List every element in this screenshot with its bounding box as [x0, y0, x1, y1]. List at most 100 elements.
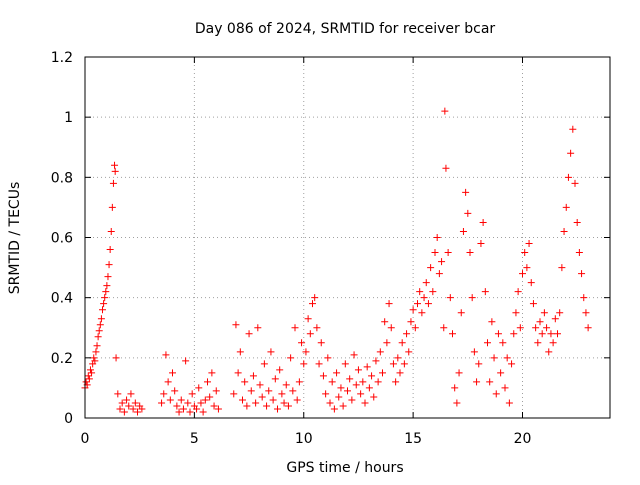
data-point [309, 300, 316, 308]
data-point [291, 324, 299, 332]
data-point [100, 300, 108, 308]
data-point [418, 309, 426, 317]
y-tick-label: 0.4 [51, 291, 73, 307]
data-point [208, 369, 216, 377]
data-point [313, 324, 321, 332]
data-point [335, 393, 343, 401]
data-point [102, 288, 110, 296]
data-point [234, 369, 242, 377]
data-point [549, 339, 557, 347]
data-point [357, 390, 365, 398]
data-point [429, 288, 437, 296]
data-point [276, 366, 284, 374]
data-point [573, 218, 581, 226]
data-point [97, 315, 105, 323]
data-point [333, 369, 341, 377]
data-point [315, 360, 323, 368]
data-point [241, 378, 249, 386]
data-point [214, 405, 222, 413]
data-point [383, 339, 391, 347]
data-point [330, 405, 338, 413]
data-point [400, 360, 408, 368]
data-point [346, 375, 354, 383]
data-point [107, 227, 115, 235]
data-point [158, 399, 166, 407]
data-point [182, 357, 190, 365]
data-point [311, 294, 319, 302]
data-point [405, 348, 413, 356]
data-point [564, 173, 572, 181]
data-point [396, 369, 404, 377]
data-point [162, 351, 170, 359]
data-point [538, 330, 546, 338]
data-point [91, 357, 99, 365]
data-point [166, 396, 174, 404]
data-point [372, 357, 380, 365]
data-point [105, 261, 113, 269]
data-point [416, 288, 424, 296]
data-point [101, 294, 109, 302]
data-point [108, 203, 116, 211]
data-point [232, 321, 240, 329]
data-point [247, 387, 255, 395]
data-point [543, 324, 551, 332]
data-point [243, 402, 251, 410]
data-point [481, 288, 489, 296]
data-point [488, 318, 496, 326]
data-point [304, 315, 312, 323]
data-point [387, 324, 395, 332]
data-point [571, 179, 579, 187]
data-point [464, 209, 472, 217]
x-tick-label: 5 [190, 431, 199, 447]
data-point [381, 318, 389, 326]
data-point [459, 227, 467, 235]
data-point [527, 279, 535, 287]
data-point [306, 330, 314, 338]
data-point [230, 390, 238, 398]
data-point [186, 408, 194, 416]
data-point [278, 390, 286, 398]
data-point [490, 354, 498, 362]
data-point [319, 372, 327, 380]
data-point [302, 348, 310, 356]
data-point [188, 390, 196, 398]
data-point [322, 390, 330, 398]
data-point [519, 270, 526, 278]
data-point [88, 369, 96, 377]
data-point [99, 306, 106, 314]
data-point [446, 294, 454, 302]
data-point [94, 333, 102, 341]
data-point [486, 378, 494, 386]
data-point [540, 309, 548, 317]
data-point [92, 348, 100, 356]
data-point [409, 306, 417, 314]
data-point [407, 318, 415, 326]
data-point [239, 396, 246, 404]
data-point [354, 366, 362, 374]
data-point [267, 348, 275, 356]
data-point [138, 405, 146, 413]
data-point [560, 227, 568, 235]
data-point [179, 405, 187, 413]
data-point [427, 264, 435, 272]
data-point [120, 408, 128, 416]
x-tick-label: 15 [404, 431, 422, 447]
data-point [569, 125, 577, 133]
data-point [90, 354, 98, 362]
data-point [282, 381, 290, 389]
data-point [389, 360, 397, 368]
data-point [411, 324, 419, 332]
data-point [348, 396, 356, 404]
data-point [398, 339, 406, 347]
data-point [438, 258, 446, 266]
data-point [254, 324, 262, 332]
data-point [287, 354, 295, 362]
y-tick-label: 0 [64, 411, 73, 427]
data-point [473, 378, 481, 386]
data-point [370, 393, 378, 401]
data-point [171, 387, 179, 395]
data-point [173, 402, 181, 410]
data-point [252, 399, 260, 407]
